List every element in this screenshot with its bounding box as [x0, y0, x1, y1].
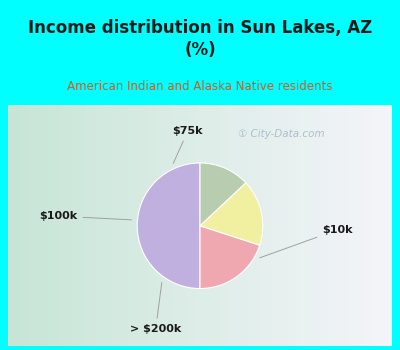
Wedge shape — [137, 163, 200, 288]
Text: $75k: $75k — [173, 126, 203, 163]
Wedge shape — [200, 226, 260, 288]
Text: > $200k: > $200k — [130, 282, 181, 334]
Text: $100k: $100k — [40, 211, 132, 221]
Wedge shape — [200, 163, 246, 226]
Wedge shape — [200, 183, 263, 245]
Text: ① City-Data.com: ① City-Data.com — [238, 129, 324, 139]
Text: $10k: $10k — [260, 225, 353, 258]
Text: American Indian and Alaska Native residents: American Indian and Alaska Native reside… — [67, 79, 333, 93]
Text: Income distribution in Sun Lakes, AZ
(%): Income distribution in Sun Lakes, AZ (%) — [28, 19, 372, 59]
